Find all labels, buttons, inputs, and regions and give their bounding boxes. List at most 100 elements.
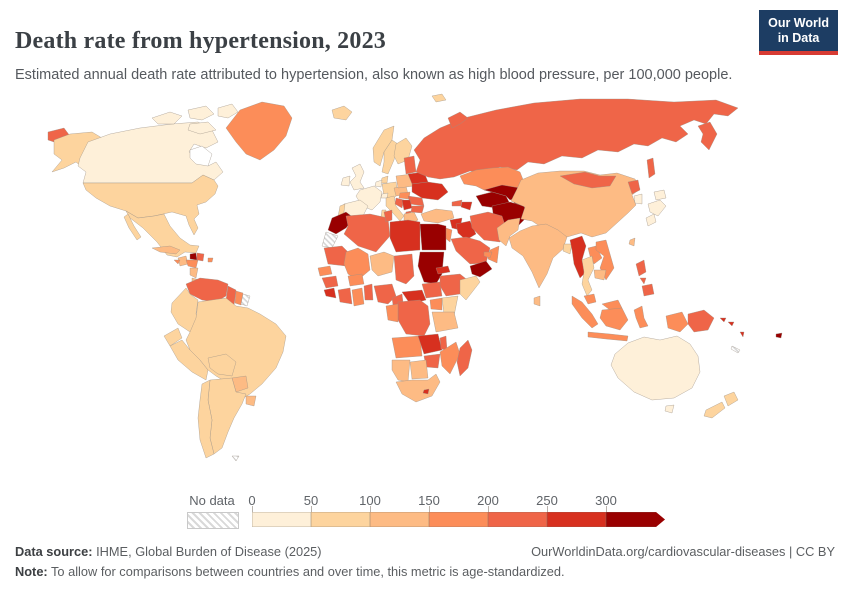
region-eritrea[interactable] [435, 265, 451, 275]
region-south-sudan[interactable] [421, 281, 443, 299]
region-myanmar[interactable] [569, 235, 587, 279]
region-laos[interactable] [587, 245, 603, 265]
region-togo-benin[interactable] [363, 283, 374, 301]
region-fiji[interactable] [775, 332, 783, 339]
region-indonesia-sumatra[interactable] [571, 295, 599, 329]
region-japan-kyushu[interactable] [645, 213, 657, 227]
region-sri-lanka[interactable] [533, 295, 541, 307]
region-french-guiana[interactable] [240, 293, 251, 307]
region-vanuatu[interactable] [739, 331, 745, 338]
region-uruguay[interactable] [245, 395, 257, 407]
region-cote-divoire[interactable] [337, 287, 353, 305]
region-indonesia-west-papua[interactable] [665, 311, 689, 333]
region-new-zealand-south[interactable] [703, 401, 726, 419]
region-lesotho[interactable] [422, 388, 430, 395]
region-algeria[interactable] [343, 213, 391, 253]
region-south-korea[interactable] [633, 193, 643, 205]
region-ghana[interactable] [351, 287, 365, 307]
region-mali[interactable] [343, 247, 371, 281]
region-mexico-baja[interactable] [123, 213, 142, 241]
region-iraq[interactable] [455, 220, 477, 241]
region-burkina-faso[interactable] [347, 273, 365, 287]
region-zambia[interactable] [417, 333, 443, 355]
region-madagascar[interactable] [456, 339, 473, 377]
legend-segment[interactable] [547, 512, 606, 527]
region-taiwan[interactable] [628, 237, 636, 247]
region-congo-gabon[interactable] [385, 303, 399, 323]
legend-segment[interactable] [311, 512, 370, 527]
region-svalbard[interactable] [431, 93, 447, 103]
region-mongolia[interactable] [559, 171, 617, 189]
region-solomon-islands[interactable] [719, 317, 727, 323]
legend-segment[interactable] [429, 512, 488, 527]
region-north-korea[interactable] [627, 179, 641, 195]
region-malawi[interactable] [439, 335, 448, 351]
region-italy[interactable] [385, 195, 405, 222]
region-azerbaijan[interactable] [460, 201, 473, 211]
region-mexico[interactable] [125, 210, 200, 258]
region-usa[interactable] [82, 174, 219, 236]
region-angola[interactable] [391, 335, 423, 359]
region-falkland-islands[interactable] [231, 455, 240, 462]
region-russia-sakhalin[interactable] [646, 157, 656, 179]
region-yemen[interactable] [469, 260, 493, 278]
region-canada-arctic-3[interactable] [187, 121, 217, 135]
region-tanzania[interactable] [431, 311, 459, 333]
region-iceland[interactable] [331, 105, 353, 121]
region-cuba[interactable] [151, 245, 181, 255]
region-honduras[interactable] [185, 259, 199, 269]
region-russia-novaya-zemlya[interactable] [447, 111, 469, 129]
region-uganda[interactable] [429, 297, 443, 311]
legend-segment[interactable] [488, 512, 547, 527]
region-uk[interactable] [349, 163, 365, 191]
region-benelux[interactable] [374, 179, 383, 188]
footer-link-text[interactable]: OurWorldinData.org/cardiovascular-diseas… [531, 544, 835, 559]
region-switzerland[interactable] [380, 192, 389, 199]
region-new-zealand-north[interactable] [723, 391, 739, 407]
region-egypt[interactable] [419, 223, 447, 251]
region-tunisia[interactable] [383, 209, 393, 223]
region-pakistan[interactable] [496, 217, 521, 247]
region-baltics[interactable] [403, 155, 417, 175]
region-solomon-islands-2[interactable] [727, 321, 735, 327]
region-somalia[interactable] [459, 275, 481, 301]
region-drc[interactable] [397, 299, 431, 337]
region-japan-honshu[interactable] [647, 199, 667, 217]
region-philippines-luzon[interactable] [635, 259, 647, 277]
region-japan-hokkaido[interactable] [653, 189, 667, 201]
region-venezuela[interactable] [185, 277, 229, 303]
region-uae[interactable] [483, 251, 493, 259]
region-libya[interactable] [389, 219, 421, 253]
region-senegal[interactable] [317, 265, 333, 277]
region-namibia[interactable] [391, 359, 411, 383]
legend-segment[interactable] [370, 512, 429, 527]
region-ecuador[interactable] [163, 327, 183, 347]
region-vietnam[interactable] [595, 239, 615, 281]
region-china[interactable] [510, 170, 641, 238]
region-australia-tasmania[interactable] [664, 404, 675, 414]
region-ireland[interactable] [340, 175, 351, 187]
region-niger[interactable] [369, 251, 395, 277]
region-ukraine[interactable] [411, 181, 449, 201]
region-dominican-republic[interactable] [196, 252, 205, 262]
region-india[interactable] [508, 223, 568, 289]
legend-segment[interactable] [606, 512, 665, 527]
region-nicaragua[interactable] [189, 267, 199, 279]
region-canada-arctic-2[interactable] [187, 105, 215, 121]
region-nigeria[interactable] [373, 283, 397, 305]
region-russia-kamchatka[interactable] [697, 121, 718, 151]
region-georgia[interactable] [451, 199, 463, 207]
region-indonesia-sulawesi[interactable] [633, 305, 649, 329]
region-sierra-leone[interactable] [323, 287, 337, 299]
region-suriname[interactable] [234, 290, 244, 306]
legend-no-data-swatch[interactable] [187, 512, 239, 529]
region-bolivia[interactable] [207, 353, 237, 377]
region-malaysia[interactable] [583, 293, 597, 305]
region-turkey[interactable] [420, 208, 455, 224]
region-chile[interactable] [197, 379, 215, 459]
region-serbia[interactable] [401, 199, 413, 211]
region-sweden[interactable] [381, 139, 399, 175]
legend-segment[interactable] [252, 512, 311, 527]
region-canada-arctic-4[interactable] [217, 103, 239, 119]
region-bulgaria[interactable] [410, 205, 425, 214]
